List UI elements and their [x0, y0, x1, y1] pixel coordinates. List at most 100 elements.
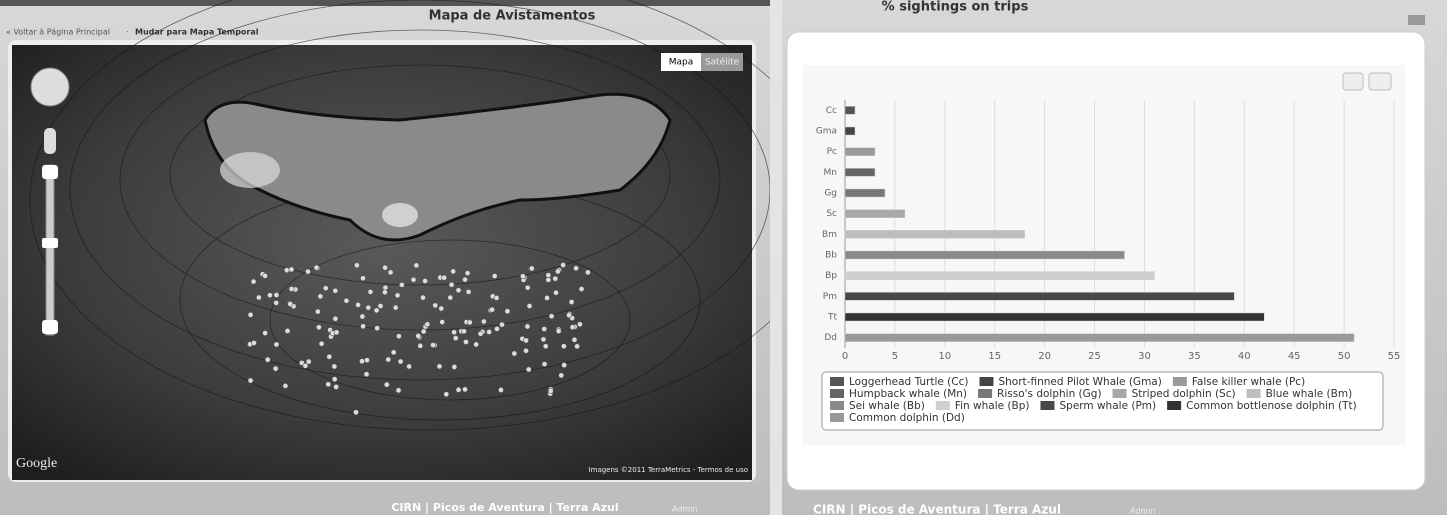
sighting-dot: [382, 289, 388, 296]
satellite-button[interactable]: [701, 53, 743, 71]
sighting-dot: [406, 363, 413, 370]
export-button[interactable]: [1368, 72, 1392, 91]
sighting-dot: [392, 304, 399, 311]
x-tick-label: 50: [1338, 351, 1351, 362]
legend-swatch: [935, 401, 950, 410]
sighting-dot: [547, 387, 554, 394]
bar: [844, 271, 1155, 280]
sighting-dot: [325, 381, 332, 388]
legend-label: Loggerhead Turtle (Cc): [849, 376, 968, 388]
y-tick-label: Pm: [823, 292, 837, 302]
legend-swatch: [979, 377, 994, 386]
sighting-dot: [331, 376, 338, 383]
y-tick-label: Dd: [824, 333, 837, 343]
sighting-dot: [360, 275, 366, 282]
map-button[interactable]: [661, 53, 701, 71]
sighting-dot: [251, 340, 257, 346]
zoom-thumb[interactable]: [42, 238, 58, 248]
sighting-dot: [463, 339, 469, 345]
switch-link[interactable]: Mudar para Mapa Temporal: [135, 28, 259, 37]
footer-links[interactable]: CIRN | Picos de Aventura | Terra Azul: [391, 501, 618, 514]
sighting-dot: [542, 343, 549, 350]
sighting-dot: [287, 301, 294, 307]
sighting-dot: [553, 289, 559, 296]
sighting-dot: [523, 347, 529, 354]
x-tick-label: 10: [938, 351, 951, 362]
legend-swatch: [1167, 401, 1182, 410]
sighting-dot: [578, 286, 585, 292]
x-tick-label: 45: [1288, 351, 1301, 362]
sighting-dot: [461, 328, 467, 335]
sighting-dot: [420, 294, 426, 301]
sighting-dot: [333, 384, 340, 390]
sighting-dot: [374, 325, 381, 332]
corner-icon[interactable]: [1408, 15, 1425, 25]
sighting-dot: [331, 363, 338, 370]
sighting-dot: [273, 341, 280, 348]
sighting-dot: [385, 356, 392, 363]
satellite-button-label[interactable]: Satélite: [705, 57, 740, 68]
sighting-dot: [359, 313, 366, 320]
pan-control[interactable]: [30, 67, 70, 107]
sighting-dot: [452, 335, 459, 341]
back-link[interactable]: « Voltar à Página Principal: [6, 28, 110, 37]
sighting-dot: [288, 286, 295, 292]
google-logo: Google: [16, 456, 57, 471]
separator: ·: [126, 28, 129, 37]
sighting-dot: [283, 267, 290, 274]
legend-label: Fin whale (Bp): [955, 400, 1030, 412]
attribution[interactable]: Imagens ©2011 TerraMetrics - Termos de u…: [589, 466, 748, 474]
sighting-dot: [394, 292, 401, 299]
sighting-dot: [451, 364, 458, 370]
sighting-dot: [267, 292, 273, 299]
footer-links[interactable]: CIRN | Picos de Aventura | Terra Azul: [813, 503, 1061, 517]
zoom-slider[interactable]: [45, 164, 55, 336]
y-tick-label: Bb: [825, 251, 837, 261]
sighting-dot: [305, 268, 311, 275]
sighting-dot: [499, 321, 505, 328]
sighting-dot: [541, 326, 548, 332]
bar: [844, 106, 856, 115]
sighting-dot: [439, 319, 446, 325]
sighting-dot: [430, 342, 436, 348]
map-button-label[interactable]: Mapa: [669, 58, 694, 68]
legend-label: Striped dolphin (Sc): [1132, 388, 1236, 400]
sighting-dot: [465, 289, 472, 295]
sighting-dot: [486, 329, 493, 335]
sighting-dot: [322, 285, 329, 292]
zoom-in[interactable]: [42, 165, 58, 179]
legend-swatch: [830, 377, 844, 386]
sighting-dot: [511, 350, 518, 357]
sighting-dot: [566, 312, 572, 319]
x-tick-label: 55: [1388, 351, 1401, 362]
y-tick-label: Sc: [826, 209, 837, 219]
legend-swatch: [830, 401, 844, 410]
island-highlight: [220, 152, 280, 188]
map-title: Mapa de Avistamentos: [429, 9, 596, 24]
bar: [844, 147, 876, 156]
sighting-dot: [569, 324, 576, 331]
sighting-dot: [264, 356, 271, 363]
chart-page-title: % sightings on trips: [882, 0, 1029, 15]
bar: [844, 168, 876, 177]
y-tick-label: Tt: [827, 313, 837, 323]
sighting-dot: [415, 333, 422, 339]
sighting-dot: [396, 333, 402, 340]
legend-swatch: [830, 389, 844, 398]
sighting-dots: [247, 262, 591, 416]
sighting-dot: [558, 372, 565, 379]
pegman[interactable]: [44, 128, 56, 154]
sighting-dot: [255, 294, 262, 301]
admin-link[interactable]: Admin: [672, 505, 698, 514]
sighting-dot: [363, 371, 370, 378]
sighting-dot: [273, 292, 280, 298]
zoom-out[interactable]: [42, 320, 58, 334]
legend-swatch: [830, 413, 844, 422]
sighting-dot: [443, 391, 450, 398]
sighting-dot: [560, 343, 567, 350]
admin-link[interactable]: Admin: [1130, 507, 1156, 516]
sighting-dot: [584, 269, 591, 276]
sighting-dot: [523, 337, 529, 344]
print-button[interactable]: [1342, 72, 1364, 91]
sighting-dot: [397, 358, 404, 365]
